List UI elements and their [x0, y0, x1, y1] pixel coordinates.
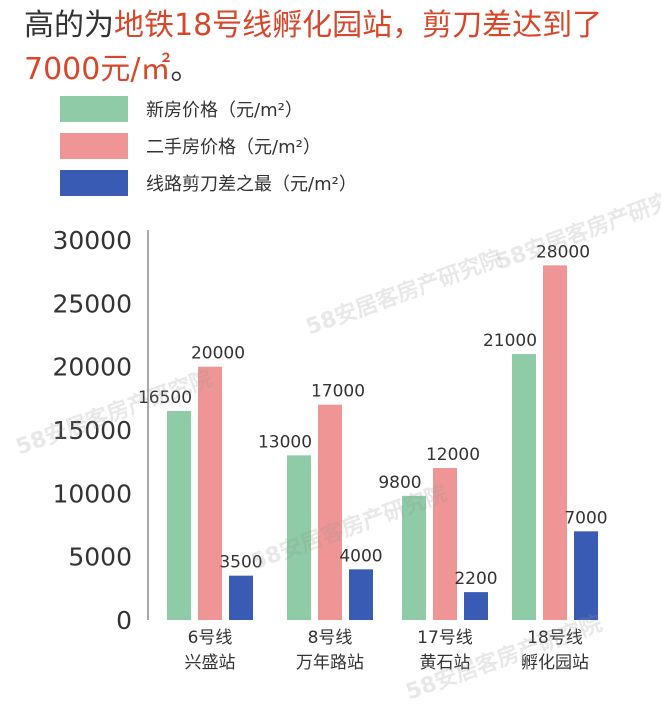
bar-chart: 0 5000 10000 15000 20000 25000 30000 16500 20000… — [52, 226, 607, 673]
bar-2-1 — [349, 569, 373, 620]
legend-item-spread: 线路剪刀差之最（元/m²） — [60, 170, 357, 196]
data-label: 4000 — [339, 546, 382, 566]
x-category-label-line1: 18号线 — [527, 628, 583, 648]
x-category-label-line2: 万年路站 — [296, 653, 364, 673]
headline-highlight-2: 7000元/㎡ — [24, 52, 171, 87]
legend-label-new-house: 新房价格（元/m²） — [146, 100, 303, 121]
y-tick-label: 30000 — [52, 226, 132, 255]
data-label: 21000 — [483, 331, 537, 351]
bar-1-0 — [198, 366, 222, 620]
headline-prefix: 高的为 — [24, 8, 114, 43]
legend-label-spread: 线路剪刀差之最（元/m²） — [146, 174, 357, 195]
headline-suffix: 。 — [170, 52, 201, 87]
bar-0-1 — [287, 455, 311, 620]
data-label: 20000 — [191, 344, 245, 364]
legend-item-new-house: 新房价格（元/m²） — [60, 96, 357, 122]
data-label: 13000 — [258, 432, 312, 452]
data-label: 16500 — [138, 388, 192, 408]
data-label: 3500 — [219, 553, 262, 573]
data-label: 17000 — [311, 382, 365, 402]
bar-0-2 — [402, 495, 426, 620]
legend-label-second-hand: 二手房价格（元/m²） — [146, 137, 321, 158]
y-tick-label: 5000 — [68, 543, 132, 572]
y-tick-label: 10000 — [52, 479, 132, 508]
y-tick-label: 20000 — [52, 353, 132, 382]
bar-2-2 — [464, 592, 488, 620]
x-category-label-line2: 孵化园站 — [521, 653, 589, 673]
data-label: 7000 — [564, 508, 607, 528]
data-label: 28000 — [536, 242, 590, 262]
headline: 高的为地铁18号线孵化园站，剪刀差达到了 7000元/㎡。 — [24, 4, 654, 92]
y-tick-label: 15000 — [52, 416, 132, 445]
x-category-label-line1: 8号线 — [308, 628, 353, 648]
y-tick-label: 25000 — [52, 289, 132, 318]
bar-1-2 — [433, 468, 457, 620]
x-category-label-line1: 6号线 — [188, 628, 233, 648]
bar-0-3 — [512, 354, 536, 620]
bar-2-0 — [229, 575, 253, 620]
chart-legend: 新房价格（元/m²） 二手房价格（元/m²） 线路剪刀差之最（元/m²） — [60, 96, 357, 207]
legend-item-second-hand: 二手房价格（元/m²） — [60, 133, 357, 159]
bar-1-3 — [543, 265, 567, 620]
bar-0-0 — [167, 411, 191, 620]
x-category-label-line2: 黄石站 — [420, 653, 471, 673]
data-label: 2200 — [454, 569, 497, 589]
x-category-label-line1: 17号线 — [417, 628, 473, 648]
legend-swatch-new-house — [60, 96, 128, 122]
x-category-label-line2: 兴盛站 — [185, 653, 236, 673]
headline-highlight-1: 地铁18号线孵化园站，剪刀差达到了 — [114, 8, 603, 43]
legend-swatch-spread — [60, 170, 128, 196]
bar-2-3 — [574, 531, 598, 620]
data-label: 12000 — [426, 445, 480, 465]
bar-1-1 — [318, 404, 342, 620]
legend-swatch-second-hand — [60, 133, 128, 159]
data-label: 9800 — [378, 473, 421, 493]
y-tick-label: 0 — [116, 606, 132, 635]
